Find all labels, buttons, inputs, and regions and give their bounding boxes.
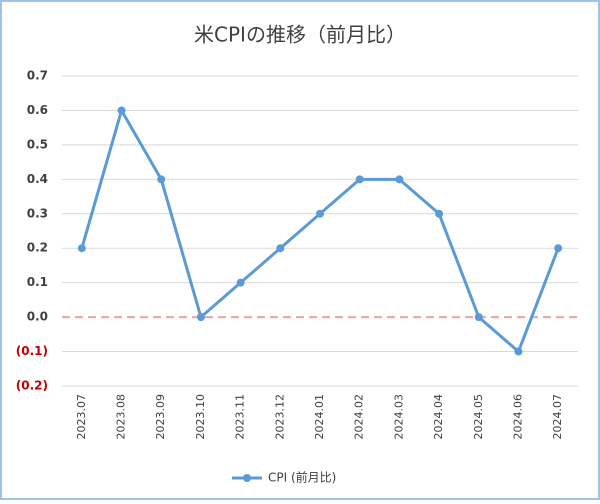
x-tick-label: 2024.02 bbox=[353, 394, 366, 440]
point bbox=[316, 209, 324, 218]
y-tick-label: 0.3 bbox=[27, 206, 48, 220]
legend-label: CPI (前月比) bbox=[268, 470, 336, 485]
x-tick-label: 2024.03 bbox=[392, 394, 405, 440]
y-tick-label: 0.0 bbox=[27, 310, 48, 324]
y-tick-label: 0.6 bbox=[27, 103, 48, 117]
y-tick-label: 0.7 bbox=[27, 69, 48, 83]
point bbox=[196, 313, 205, 322]
point bbox=[117, 106, 126, 115]
x-tick-label: 2023.12 bbox=[273, 394, 286, 440]
point bbox=[157, 175, 166, 184]
point bbox=[276, 244, 285, 253]
point bbox=[395, 175, 404, 184]
x-tick-label: 2024.01 bbox=[313, 394, 326, 440]
point bbox=[435, 209, 444, 218]
point bbox=[554, 244, 563, 253]
y-tick-label: (0.2) bbox=[16, 379, 48, 393]
point bbox=[514, 347, 523, 356]
chart-title: 米CPIの推移（前月比） bbox=[194, 23, 406, 47]
point bbox=[355, 175, 364, 184]
y-tick-label: (0.1) bbox=[16, 344, 48, 358]
x-tick-label: 2024.04 bbox=[432, 394, 445, 440]
point bbox=[236, 278, 245, 287]
x-tick-label: 2023.11 bbox=[234, 394, 247, 440]
x-tick-label: 2023.09 bbox=[154, 394, 167, 440]
y-tick-label: 0.2 bbox=[27, 241, 48, 255]
y-tick-label: 0.1 bbox=[27, 275, 48, 289]
x-tick-label: 2023.08 bbox=[115, 394, 128, 440]
point bbox=[474, 313, 483, 322]
y-tick-label: 0.5 bbox=[27, 137, 48, 151]
x-tick-label: 2024.05 bbox=[472, 394, 485, 440]
x-tick-label: 2024.06 bbox=[511, 394, 524, 440]
x-tick-label: 2024.07 bbox=[551, 394, 564, 440]
y-tick-label: 0.4 bbox=[27, 172, 48, 186]
legend-marker bbox=[243, 474, 251, 482]
point bbox=[77, 244, 86, 253]
x-tick-label: 2023.10 bbox=[194, 394, 207, 440]
x-tick-label: 2023.07 bbox=[75, 394, 88, 440]
